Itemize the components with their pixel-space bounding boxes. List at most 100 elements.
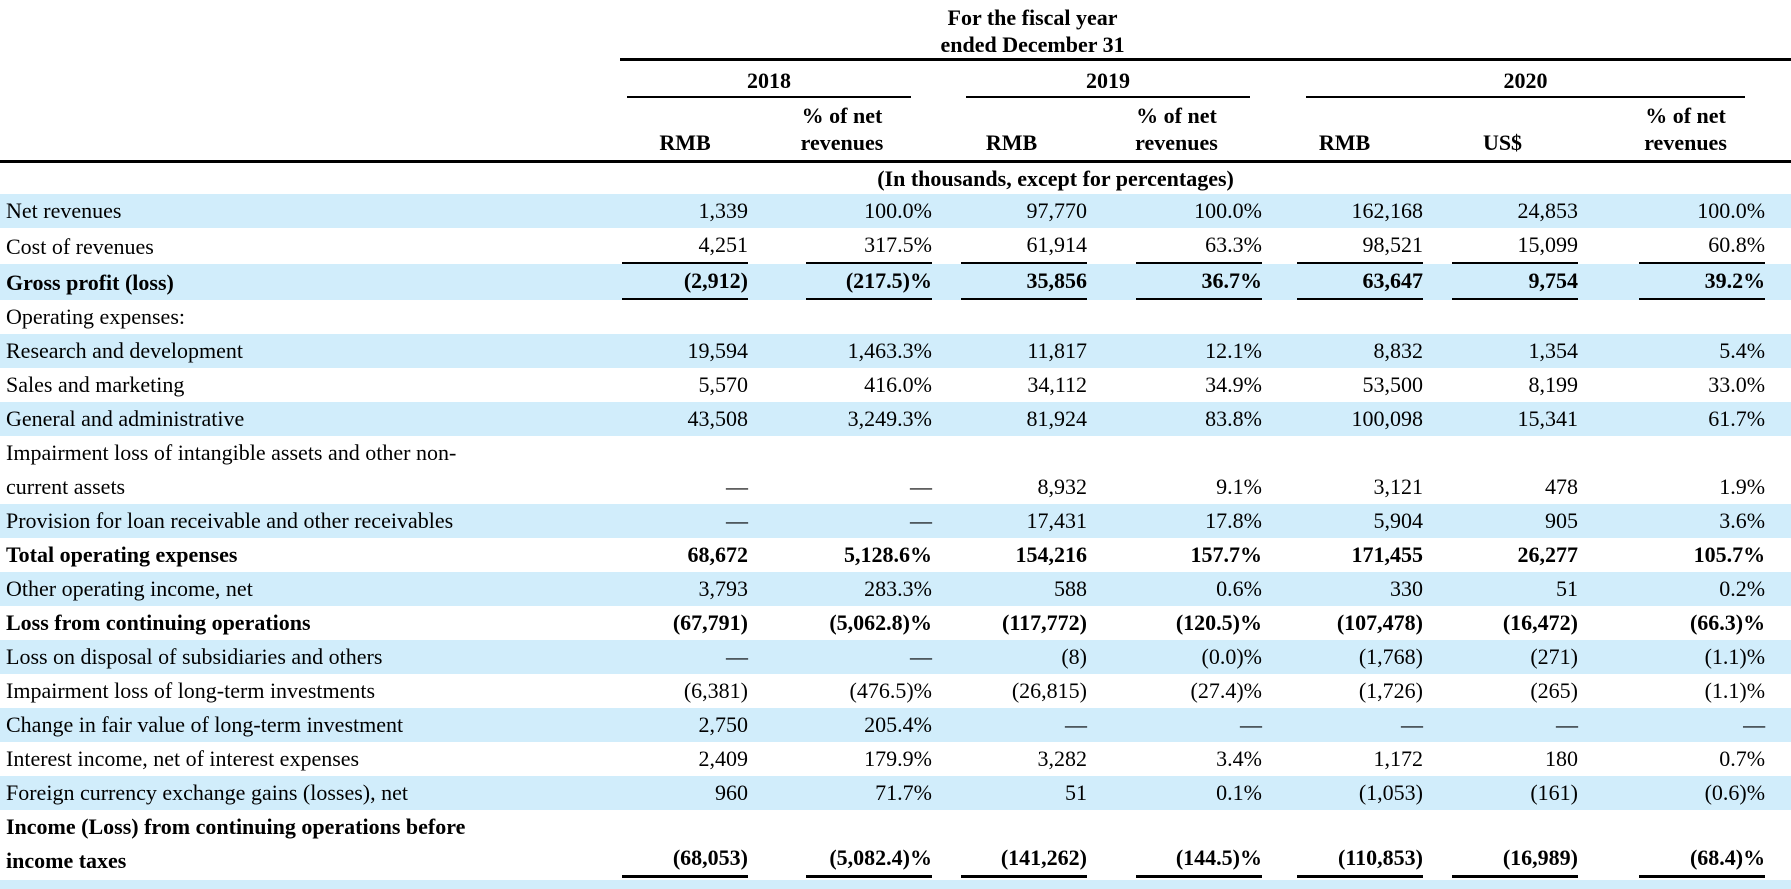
- cell-value: 51: [1556, 576, 1578, 601]
- cell: (1,726): [1264, 674, 1425, 708]
- cell-value: (217.5)%: [806, 264, 932, 300]
- cell-value: (16,472): [1502, 610, 1578, 635]
- cell-value: 3,121: [1373, 474, 1424, 499]
- cell-value: —: [1556, 712, 1578, 737]
- table-row: Loss on disposal of subsidiaries and oth…: [0, 640, 1791, 674]
- cell: 1,172: [1264, 742, 1425, 776]
- cell: 154,216: [934, 538, 1089, 572]
- row-label-line: Total operating expenses: [6, 542, 238, 567]
- cell: (120.5)%: [1089, 606, 1264, 640]
- cell: (141,262): [934, 810, 1089, 878]
- year-2020-cell: 2020: [1264, 60, 1791, 98]
- row-label: Cost of revenues: [0, 228, 620, 264]
- year-2018: 2018: [627, 66, 911, 98]
- row-label: Total operating expenses: [0, 538, 620, 572]
- cell: (0.0)%: [1089, 640, 1264, 674]
- cell-value: 0.2%: [1719, 576, 1766, 601]
- cell-value: 26,277: [1517, 542, 1579, 567]
- cell: 205.4%: [750, 708, 934, 742]
- cell: —: [750, 436, 934, 504]
- table-row: Impairment loss of intangible assets and…: [0, 436, 1791, 504]
- cell: —: [1264, 708, 1425, 742]
- cell: 1,339: [620, 194, 750, 228]
- cell: 51: [1425, 572, 1580, 606]
- empty-header-cell: [0, 162, 620, 195]
- cell: 905: [1425, 504, 1580, 538]
- cell-value: 15,099: [1452, 228, 1578, 264]
- cell: —: [620, 436, 750, 504]
- cell-value: —: [1240, 712, 1262, 737]
- cell: [1425, 300, 1580, 334]
- cell: —: [1089, 708, 1264, 742]
- cell: 83.8%: [1089, 402, 1264, 436]
- table-row: Total operating expenses 68,672 5,128.6% 15…: [0, 538, 1791, 572]
- cell-value: 0.1%: [1216, 780, 1262, 805]
- cell: 11,817: [934, 334, 1089, 368]
- cell-value: 68,672: [687, 542, 749, 567]
- cell: 960: [620, 776, 750, 810]
- cell: —: [934, 708, 1089, 742]
- cell: 180: [1425, 742, 1580, 776]
- cell: 51: [934, 776, 1089, 810]
- empty-header-cell: [0, 0, 620, 60]
- table-row: Income (Loss) from continuing operations…: [0, 810, 1791, 878]
- cell: 98,521: [1264, 228, 1425, 264]
- cell: 4,251: [620, 228, 750, 264]
- cell-value: 63.3%: [1136, 228, 1262, 264]
- cell: 17.8%: [1089, 504, 1264, 538]
- cell: 3,282: [934, 742, 1089, 776]
- cell: 283.3%: [750, 572, 934, 606]
- cell-value: 71.7%: [875, 780, 932, 805]
- col-2020-pct: % of net revenues: [1580, 98, 1791, 163]
- cell: (5,062.8)%: [750, 606, 934, 640]
- cell: 5,570: [620, 368, 750, 402]
- cell-value: —: [910, 474, 932, 499]
- row-label: Sales and marketing: [0, 368, 620, 402]
- row-label-line: Provision for loan receivable and other …: [6, 508, 454, 533]
- cell: 97,770: [934, 194, 1089, 228]
- cell: (1.1)%: [1580, 640, 1791, 674]
- cell-value: 24,853: [1517, 198, 1579, 223]
- cell-value: 36.7%: [1136, 264, 1262, 300]
- cell: (27.4)%: [1089, 674, 1264, 708]
- cell: (8): [934, 640, 1089, 674]
- cell-value: 8,832: [1373, 338, 1424, 363]
- cell-value: 19,594: [687, 338, 749, 363]
- row-label: General and administrative: [0, 402, 620, 436]
- cell: 100.0%: [1580, 194, 1791, 228]
- cell: (1.1)%: [1580, 674, 1791, 708]
- row-label-line: Loss on disposal of subsidiaries and oth…: [6, 644, 383, 669]
- next-row-strip: [0, 880, 1791, 889]
- cell-value: (26,815): [1011, 678, 1087, 703]
- cell-value: 330: [1390, 576, 1423, 601]
- cell: (26,815): [934, 674, 1089, 708]
- cell: 3.4%: [1089, 742, 1264, 776]
- cell-value: 81,924: [1026, 406, 1088, 431]
- table-row: Provision for loan receivable and other …: [0, 504, 1791, 538]
- cell: (0.6)%: [1580, 776, 1791, 810]
- cell: —: [1425, 708, 1580, 742]
- cell: 36.7%: [1089, 264, 1264, 300]
- cell: 39.2%: [1580, 264, 1791, 300]
- cell-value: 171,455: [1351, 542, 1424, 567]
- cell: 171,455: [1264, 538, 1425, 572]
- cell-value: 100,098: [1351, 406, 1424, 431]
- cell-value: 0.7%: [1719, 746, 1766, 771]
- cell-value: 588: [1054, 576, 1087, 601]
- cell-value: 905: [1545, 508, 1578, 533]
- year-2019-cell: 2019: [934, 60, 1264, 98]
- cell-value: 1,463.3%: [847, 338, 932, 363]
- empty-header-cell: [0, 98, 620, 163]
- cell-value: (265): [1530, 678, 1578, 703]
- cell-value: 100.0%: [1194, 198, 1262, 223]
- cell: [1580, 300, 1791, 334]
- cell: [934, 300, 1089, 334]
- cell-value: (16,989): [1452, 841, 1578, 878]
- cell: [750, 300, 934, 334]
- cell-value: 61.7%: [1708, 406, 1766, 431]
- cell-value: —: [910, 644, 932, 669]
- row-label-line: Research and development: [6, 338, 244, 363]
- cell: 53,500: [1264, 368, 1425, 402]
- cell-value: 478: [1545, 474, 1578, 499]
